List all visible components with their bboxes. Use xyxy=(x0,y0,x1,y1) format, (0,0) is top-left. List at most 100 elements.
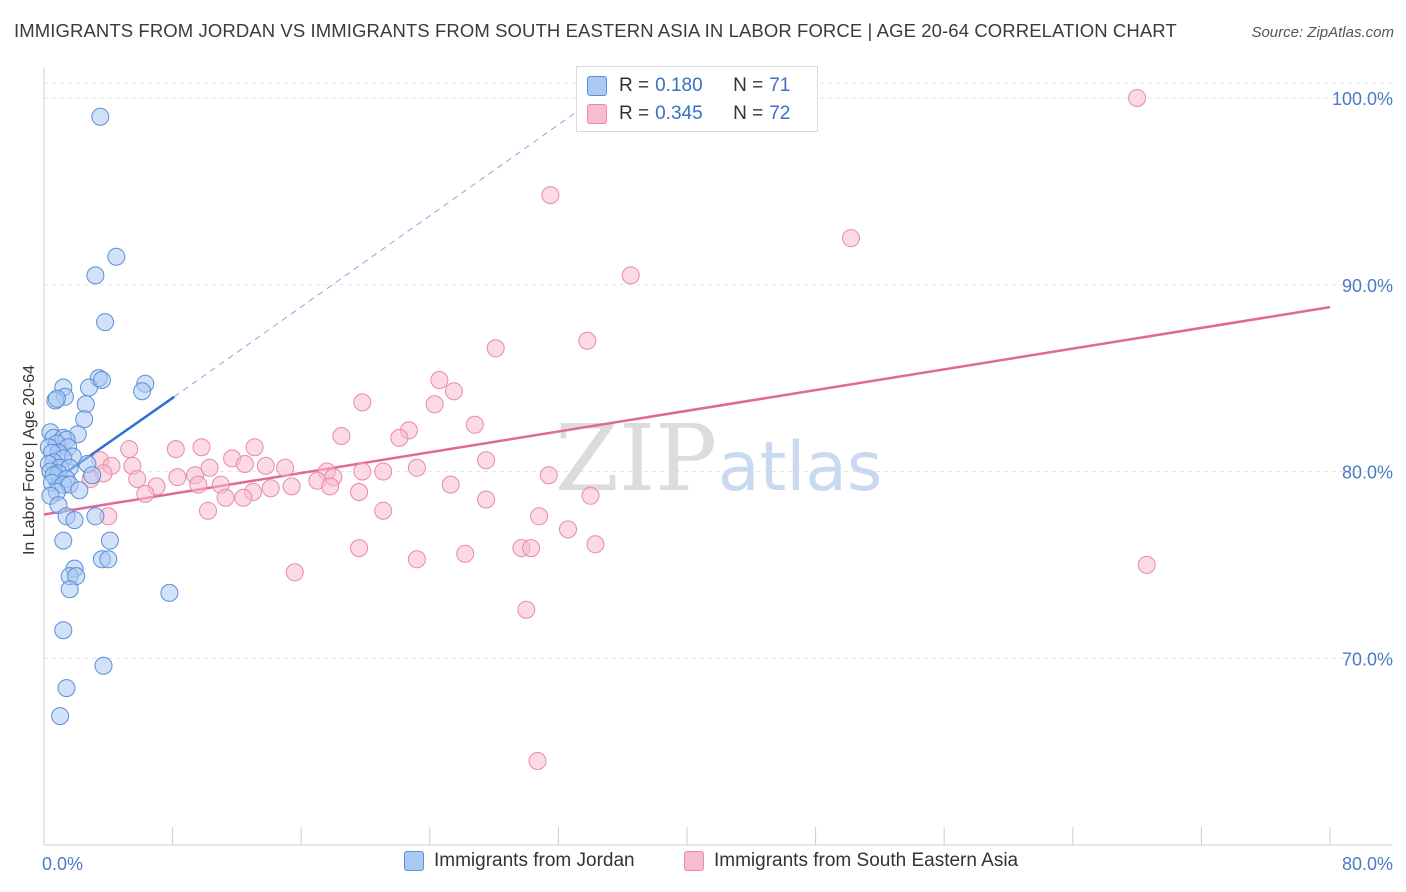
jordan-point xyxy=(60,580,79,599)
sea-point xyxy=(374,501,393,520)
sea-point xyxy=(539,466,558,485)
legend-swatch-jordan xyxy=(587,76,607,96)
sea-point xyxy=(168,468,187,487)
data-points xyxy=(39,89,1156,770)
sea-point xyxy=(477,451,496,470)
sea-point xyxy=(390,428,409,447)
sea-point xyxy=(541,186,560,205)
series-legend: Immigrants from Jordan Immigrants from S… xyxy=(0,850,1406,878)
sea-point xyxy=(441,475,460,494)
sea-point xyxy=(136,484,155,503)
legend-row-sea: R = 0.345 N = 72 xyxy=(587,101,790,127)
jordan-trend-extension xyxy=(173,90,607,398)
watermark-zip: ZIP xyxy=(555,405,717,512)
correlation-legend: R = 0.180 N = 71 R = 0.345 N = 72 xyxy=(576,66,818,132)
sea-point xyxy=(621,266,640,285)
jordan-point xyxy=(160,583,179,602)
sea-point xyxy=(578,331,597,350)
sea-point xyxy=(332,427,351,445)
jordan-point xyxy=(51,707,70,726)
sea-point xyxy=(285,563,304,582)
y-tick-label: 70.0% xyxy=(1342,649,1393,669)
sea-point xyxy=(530,507,549,526)
sea-point xyxy=(350,539,369,558)
legend-n-label: N = xyxy=(733,103,764,124)
sea-point xyxy=(120,440,139,459)
sea-point xyxy=(245,438,264,457)
jordan-point xyxy=(86,507,105,526)
sea-point xyxy=(465,415,484,434)
sea-point xyxy=(528,752,547,770)
gridlines xyxy=(44,82,1392,659)
sea-point xyxy=(517,600,536,619)
legend-n-value-sea: 72 xyxy=(769,103,791,124)
sea-point xyxy=(581,486,600,505)
y-tick-label: 80.0% xyxy=(1342,463,1393,483)
sea-point xyxy=(234,488,253,507)
jordan-point xyxy=(96,313,115,332)
sea-point xyxy=(199,501,217,520)
jordan-point xyxy=(100,531,119,550)
sea-trend-line xyxy=(43,305,1331,516)
legend-row-jordan: R = 0.180 N = 71 xyxy=(587,73,790,99)
legend-r-label: R = xyxy=(619,75,650,96)
jordan-point xyxy=(54,531,73,550)
sea-point xyxy=(350,483,369,501)
sea-point xyxy=(128,470,147,488)
source-label: Source: ZipAtlas.com xyxy=(1251,24,1394,41)
sea-point xyxy=(192,438,211,457)
sea-point xyxy=(321,477,340,496)
series-legend-jordan: Immigrants from Jordan xyxy=(404,850,635,872)
sea-point xyxy=(353,462,372,481)
series-swatch-sea xyxy=(684,851,704,871)
sea-point xyxy=(276,458,295,477)
sea-point xyxy=(444,382,463,401)
chart-title: IMMIGRANTS FROM JORDAN VS IMMIGRANTS FRO… xyxy=(14,20,1177,41)
sea-point xyxy=(425,395,444,414)
legend-n-label: N = xyxy=(733,75,764,96)
jordan-point xyxy=(75,410,94,429)
sea-point xyxy=(407,550,426,569)
jordan-point xyxy=(91,107,110,126)
jordan-point xyxy=(70,481,89,500)
sea-point xyxy=(374,462,393,481)
sea-point xyxy=(522,539,541,558)
y-tick-label: 100.0% xyxy=(1332,89,1393,109)
sea-point xyxy=(261,479,280,498)
sea-point xyxy=(1137,555,1156,574)
jordan-point xyxy=(133,382,152,401)
sea-point xyxy=(282,477,301,496)
legend-n-value-jordan: 71 xyxy=(769,75,791,96)
jordan-point xyxy=(92,371,111,389)
x-tick-label: 0.0% xyxy=(42,854,83,874)
sea-point xyxy=(486,339,505,358)
sea-point xyxy=(477,490,496,509)
jordan-point xyxy=(83,466,102,485)
jordan-point xyxy=(107,247,126,266)
series-swatch-jordan xyxy=(404,851,424,871)
axis-ticks: 70.0% 80.0% 90.0% 100.0% 0.0% 80.0% xyxy=(42,89,1393,874)
sea-point xyxy=(235,455,254,473)
sea-point xyxy=(189,475,208,494)
sea-point xyxy=(216,488,235,507)
sea-point xyxy=(200,458,219,477)
sea-point xyxy=(430,371,449,389)
x-tick-label: 80.0% xyxy=(1342,854,1393,874)
jordan-point xyxy=(65,511,84,530)
sea-point xyxy=(1128,89,1147,107)
series-label-sea: Immigrants from South Eastern Asia xyxy=(714,850,1019,871)
jordan-point xyxy=(94,656,113,675)
sea-point xyxy=(407,458,426,477)
legend-r-label: R = xyxy=(619,103,650,124)
sea-point xyxy=(166,440,185,459)
legend-r-value-jordan: 0.180 xyxy=(655,75,703,96)
y-tick-label: 90.0% xyxy=(1342,276,1393,296)
jordan-point xyxy=(54,621,73,640)
jordan-point xyxy=(47,389,66,408)
watermark-atlas: atlas xyxy=(718,428,882,507)
sea-point xyxy=(842,229,860,248)
series-label-jordan: Immigrants from Jordan xyxy=(434,850,635,871)
jordan-point xyxy=(99,550,118,569)
sea-point xyxy=(456,544,475,563)
